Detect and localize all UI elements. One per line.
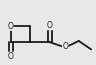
Text: O: O [62, 42, 68, 51]
Text: O: O [8, 52, 14, 61]
Text: O: O [7, 22, 13, 30]
Text: O: O [47, 21, 53, 30]
